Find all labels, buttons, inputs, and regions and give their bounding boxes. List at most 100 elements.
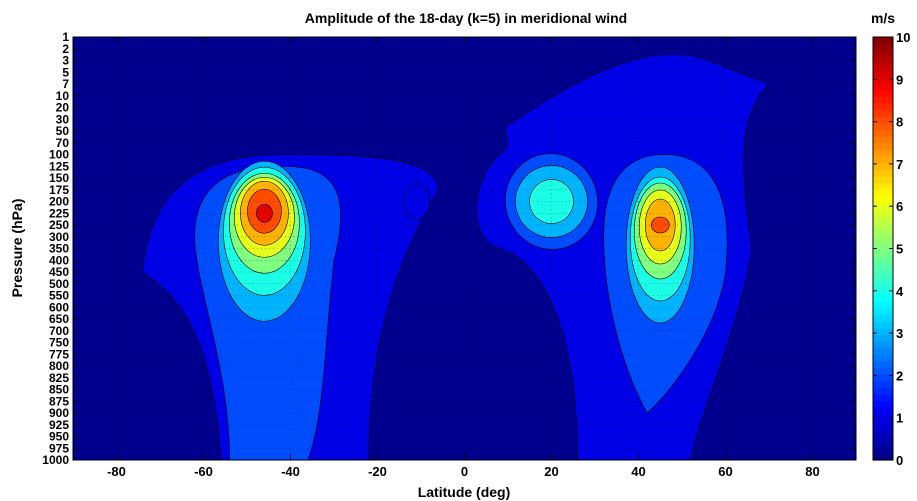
y-tick-label: 800 bbox=[49, 359, 69, 373]
colorbar-segment bbox=[873, 440, 893, 448]
y-tick-label: 100 bbox=[49, 148, 69, 162]
y-tick-label: 7 bbox=[62, 77, 69, 91]
colorbar-segment bbox=[873, 169, 893, 177]
x-tick-label: 0 bbox=[461, 464, 468, 479]
grid-lines bbox=[73, 37, 856, 460]
y-tick-label: 975 bbox=[49, 441, 69, 455]
colorbar-segment bbox=[873, 89, 893, 98]
y-tick-label: 1 bbox=[62, 30, 69, 44]
colorbar-segment bbox=[873, 380, 893, 388]
colorbar-tick-label: 9 bbox=[896, 72, 903, 87]
y-tick-label: 150 bbox=[49, 171, 69, 185]
colorbar-segment bbox=[873, 222, 893, 230]
x-tick-label: -20 bbox=[368, 464, 387, 479]
colorbar-tick-label: 7 bbox=[896, 157, 903, 172]
y-tick-label: 750 bbox=[49, 336, 69, 350]
y-tick-label: 775 bbox=[49, 347, 69, 361]
colorbar-segment bbox=[873, 327, 893, 336]
y-tick-label: 70 bbox=[56, 136, 70, 150]
colorbar-segment bbox=[873, 70, 893, 78]
y-tick-label: 450 bbox=[49, 265, 69, 279]
x-axis-label: Latitude (deg) bbox=[418, 484, 511, 500]
colorbar-segment bbox=[873, 307, 893, 316]
colorbar-segment bbox=[873, 268, 893, 276]
colorbar-segment bbox=[873, 301, 893, 309]
x-tick-label: 40 bbox=[631, 464, 645, 479]
colorbar-segment bbox=[873, 50, 893, 58]
colorbar-segment bbox=[873, 182, 893, 190]
colorbar-tick-label: 2 bbox=[896, 368, 903, 383]
colorbar-segment bbox=[873, 426, 893, 435]
colorbar-segment bbox=[873, 215, 893, 223]
colorbar-segment bbox=[873, 109, 893, 117]
y-tick-label: 550 bbox=[49, 289, 69, 303]
y-tick-label: 875 bbox=[49, 394, 69, 408]
colorbar-segment bbox=[873, 116, 893, 124]
colorbar-segment bbox=[873, 195, 893, 203]
colorbar-tick-label: 6 bbox=[896, 199, 903, 214]
y-tick-label: 200 bbox=[49, 195, 69, 209]
y-axis-ticks: 1235710203050701001251501752002252503003… bbox=[42, 30, 856, 467]
y-tick-label: 225 bbox=[49, 206, 69, 220]
y-tick-label: 10 bbox=[56, 89, 70, 103]
y-axis-label: Pressure (hPa) bbox=[9, 199, 25, 298]
y-tick-label: 250 bbox=[49, 218, 69, 232]
colorbar-segment bbox=[873, 393, 893, 402]
colorbar: 0 1 2 3 4 5 6 7 8 9 10 bbox=[872, 30, 910, 468]
y-tick-label: 925 bbox=[49, 418, 69, 432]
y-tick-label: 950 bbox=[49, 430, 69, 444]
y-tick-label: 2 bbox=[62, 42, 69, 56]
colorbar-segment bbox=[873, 142, 893, 150]
colorbar-segment bbox=[873, 433, 893, 441]
y-tick-label: 5 bbox=[62, 65, 69, 79]
colorbar-segment bbox=[873, 136, 893, 144]
y-tick-label: 50 bbox=[56, 124, 70, 138]
colorbar-segment bbox=[873, 175, 893, 184]
colorbar-segment bbox=[873, 228, 893, 236]
colorbar-tick-label: 8 bbox=[896, 115, 903, 130]
y-tick-label: 350 bbox=[49, 242, 69, 256]
colorbar-segment bbox=[873, 453, 893, 461]
colorbar-segment bbox=[873, 446, 893, 454]
plot-area bbox=[73, 37, 856, 460]
colorbar-segment bbox=[873, 202, 893, 210]
colorbar-tick-label: 10 bbox=[896, 30, 910, 45]
colorbar-segment bbox=[873, 347, 893, 355]
y-tick-label: 900 bbox=[49, 406, 69, 420]
y-tick-label: 175 bbox=[49, 183, 69, 197]
colorbar-tick-label: 1 bbox=[896, 411, 903, 426]
y-tick-label: 650 bbox=[49, 312, 69, 326]
y-tick-label: 300 bbox=[49, 230, 69, 244]
colorbar-segment bbox=[873, 37, 893, 45]
y-tick-label: 20 bbox=[56, 101, 70, 115]
colorbar-segment bbox=[873, 281, 893, 289]
colorbar-segment bbox=[873, 155, 893, 164]
colorbar-segment bbox=[873, 374, 893, 382]
colorbar-segment bbox=[873, 314, 893, 322]
x-tick-label: 20 bbox=[544, 464, 558, 479]
x-axis-ticks: -80 -60 -40 -20 0 20 40 60 80 bbox=[107, 37, 820, 479]
contour-sh-level-9 bbox=[256, 203, 273, 223]
y-tick-label: 850 bbox=[49, 383, 69, 397]
colorbar-segment bbox=[873, 294, 893, 302]
colorbar-segment bbox=[873, 367, 893, 375]
colorbar-segment bbox=[873, 43, 893, 51]
colorbar-segment bbox=[873, 96, 893, 104]
colorbar-segment bbox=[873, 413, 893, 421]
colorbar-segment bbox=[873, 255, 893, 263]
colorbar-segment bbox=[873, 248, 893, 256]
colorbar-unit-label: m/s bbox=[871, 10, 895, 26]
x-tick-label: -40 bbox=[281, 464, 300, 479]
colorbar-segment bbox=[873, 334, 893, 342]
y-tick-label: 825 bbox=[49, 371, 69, 385]
colorbar-tick-label: 0 bbox=[896, 453, 903, 468]
y-tick-label: 700 bbox=[49, 324, 69, 338]
colorbar-segment bbox=[873, 189, 893, 197]
colorbar-segment bbox=[873, 261, 893, 269]
y-tick-label: 3 bbox=[62, 54, 69, 68]
colorbar-segment bbox=[873, 360, 893, 369]
y-tick-label: 500 bbox=[49, 277, 69, 291]
y-tick-label: 30 bbox=[56, 112, 70, 126]
x-tick-label: 80 bbox=[805, 464, 819, 479]
